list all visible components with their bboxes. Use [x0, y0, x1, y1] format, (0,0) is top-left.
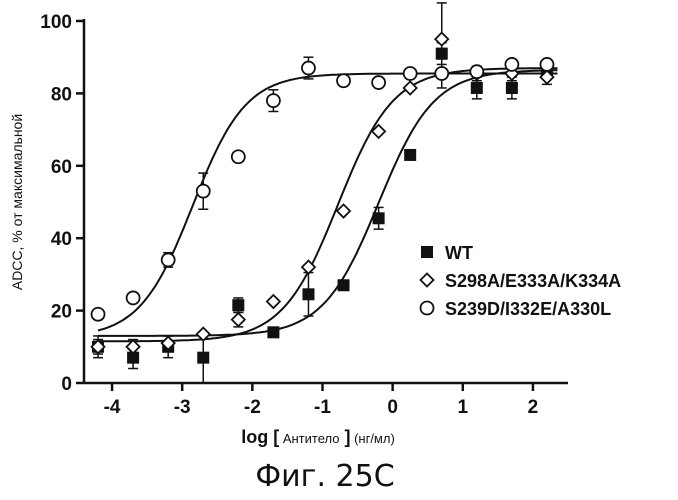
- data-point-series-2: [372, 76, 385, 89]
- x-tick-label: -3: [174, 397, 191, 418]
- y-axis-label: ADCC, % от максимальной: [9, 114, 25, 290]
- data-point-series-0: [302, 288, 314, 300]
- x-tick-label: -2: [244, 397, 261, 418]
- x-axis-label-part: (нг/мл): [350, 431, 394, 446]
- x-tick-label: 0: [387, 397, 398, 418]
- y-tick-label: 20: [51, 302, 72, 323]
- data-point-series-0: [197, 352, 209, 364]
- x-axis-label-part: Антитело: [279, 431, 339, 446]
- data-point-series-0: [267, 326, 279, 338]
- data-point-series-2: [267, 94, 280, 107]
- y-tick-label: 80: [51, 84, 72, 105]
- data-point-series-0: [471, 82, 483, 94]
- legend-marker-1: [421, 274, 434, 287]
- y-tick-label: 0: [61, 374, 72, 395]
- data-point-series-2: [435, 67, 448, 80]
- fit-curve-series-2: [98, 74, 558, 331]
- data-point-series-1: [267, 295, 280, 308]
- data-point-series-1: [337, 205, 350, 218]
- data-point-series-0: [506, 82, 518, 94]
- data-point-series-2: [337, 74, 350, 87]
- data-point-series-2: [505, 58, 518, 71]
- data-point-series-2: [302, 62, 315, 75]
- x-axis-label-part: log: [241, 427, 268, 447]
- legend-marker-2: [421, 302, 434, 315]
- data-point-series-2: [404, 67, 417, 80]
- y-tick-label: 40: [51, 229, 72, 250]
- legend-marker-0: [421, 246, 433, 258]
- data-point-series-1: [232, 313, 245, 326]
- x-tick-label: 1: [457, 397, 468, 418]
- x-tick-label: 2: [528, 397, 539, 418]
- x-axis-label-part: [: [268, 427, 279, 447]
- y-tick-label: 100: [40, 12, 72, 33]
- data-point-series-1: [435, 33, 448, 46]
- data-point-series-2: [540, 58, 553, 71]
- data-point-series-2: [232, 150, 245, 163]
- legend-label-0: WT: [445, 243, 473, 263]
- data-point-series-2: [92, 308, 105, 321]
- data-point-series-0: [373, 212, 385, 224]
- fit-curve-series-0: [98, 70, 558, 336]
- y-tick-label: 60: [51, 157, 72, 178]
- data-point-series-1: [127, 340, 140, 353]
- x-tick-label: -4: [104, 397, 121, 418]
- x-axis-label-part: ]: [339, 427, 350, 447]
- data-point-series-0: [338, 279, 350, 291]
- x-axis-label: log [ Антитело ] (нг/мл): [241, 427, 395, 447]
- data-point-series-2: [127, 291, 140, 304]
- data-point-series-0: [404, 149, 416, 161]
- data-point-series-0: [232, 299, 244, 311]
- data-point-series-2: [162, 253, 175, 266]
- legend-label-2: S239D/I332E/A330L: [445, 299, 611, 319]
- data-point-series-2: [470, 65, 483, 78]
- x-tick-label: -1: [314, 397, 331, 418]
- figure-caption: Фиг. 25С: [255, 459, 394, 494]
- data-point-series-2: [197, 185, 210, 198]
- legend-label-1: S298A/E333A/K334A: [445, 271, 621, 291]
